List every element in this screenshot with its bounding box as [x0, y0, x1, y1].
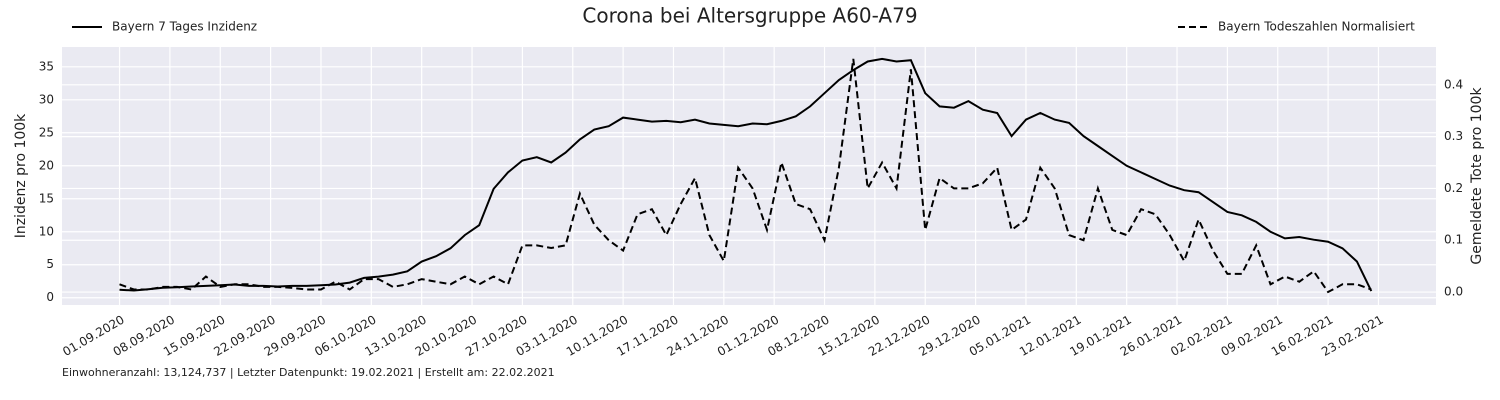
y-tick-label: 20 [39, 158, 54, 172]
y2-tick-label: 0.0 [1444, 285, 1463, 299]
y-axis-label: Inzidenz pro 100k [13, 113, 29, 238]
y2-tick-label: 0.3 [1444, 129, 1463, 143]
y-tick-label: 5 [46, 257, 54, 271]
y2-tick-label: 0.2 [1444, 181, 1463, 195]
legend-label: Bayern 7 Tages Inzidenz [112, 20, 257, 34]
chart-title: Corona bei Altersgruppe A60-A79 [582, 4, 917, 28]
y-tick-label: 30 [39, 92, 54, 106]
y-tick-label: 35 [39, 59, 54, 73]
y2-tick-label: 0.1 [1444, 233, 1463, 247]
series-line [119, 58, 1372, 294]
y-tick-label: 0 [46, 290, 54, 304]
y-tick-label: 25 [39, 125, 54, 139]
plot-background [62, 47, 1436, 305]
y-tick-label: 10 [39, 224, 54, 238]
y2-tick-label: 0.4 [1444, 77, 1463, 91]
y2-axis-label: Gemeldete Tote pro 100k [1469, 87, 1485, 265]
footnote: Einwohneranzahl: 13,124,737 | Letzter Da… [62, 366, 555, 379]
legend-label: Bayern Todeszahlen Normalisiert [1218, 20, 1415, 34]
y-tick-label: 15 [39, 191, 54, 205]
